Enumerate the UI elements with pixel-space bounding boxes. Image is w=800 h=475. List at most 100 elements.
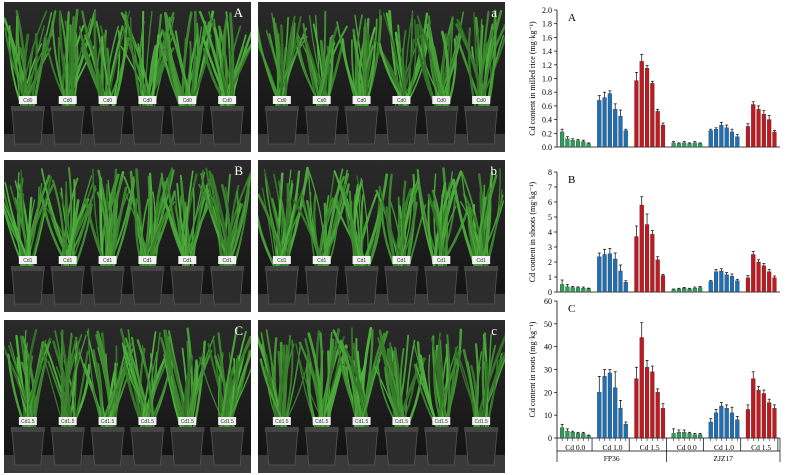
pot-tag <box>178 256 197 264</box>
bar <box>745 277 750 293</box>
pot-tag <box>98 96 117 104</box>
group-label: Cd 1.5 <box>751 443 771 452</box>
pot-tag-text: Cd1 <box>477 258 486 264</box>
pot-tag <box>18 256 37 264</box>
bar <box>581 433 586 439</box>
bar <box>597 256 602 293</box>
pot-tag-text: Cd0 <box>317 98 326 104</box>
bar <box>660 408 666 439</box>
pot-tag <box>138 256 157 264</box>
bar <box>618 116 623 148</box>
pot-rim <box>90 427 125 432</box>
photo-label: a <box>491 5 497 20</box>
bar <box>767 402 772 439</box>
bar <box>692 142 697 148</box>
y-tick-label: 30 <box>544 366 552 375</box>
pot-rim <box>210 106 245 111</box>
pot-rim <box>10 427 45 432</box>
bar <box>671 433 676 439</box>
group-label: Cd 0.0 <box>677 443 697 452</box>
photo-panel-C: Cd1.5 Cd1.5 Cd1.5 Cd1.5 Cd1.5 Cd1.5 C <box>4 320 251 473</box>
bar <box>751 378 756 439</box>
bar <box>597 100 602 148</box>
pot-tag-text: Cd0 <box>183 98 192 104</box>
y-tick-label: 1 <box>548 273 552 282</box>
pot-rim <box>344 427 379 432</box>
y-tick-label: 0.8 <box>542 88 552 97</box>
y-tick-label: 1.0 <box>542 75 552 84</box>
bar <box>676 143 681 148</box>
pot-rim <box>90 106 125 111</box>
pot-tag-text: Cd0 <box>477 98 486 104</box>
bar <box>682 142 687 148</box>
bar <box>698 287 703 293</box>
bar <box>618 408 623 439</box>
pot-tag <box>392 96 411 104</box>
bar <box>708 421 713 439</box>
bar <box>586 288 591 293</box>
pot-tag-text: Cd0 <box>23 98 32 104</box>
pot-tag-text: Cd0 <box>103 98 112 104</box>
pot-tag-text: Cd1 <box>103 258 112 264</box>
pot-rim <box>384 427 419 432</box>
bar <box>560 284 565 293</box>
pot-tag <box>472 96 491 104</box>
bar <box>623 424 628 439</box>
bar <box>575 433 581 439</box>
pot-tag <box>432 256 451 264</box>
bar <box>607 93 612 148</box>
bar <box>676 288 681 293</box>
rice-leaf <box>258 214 277 270</box>
cultivar-label: ZJZ17 <box>713 454 733 463</box>
photo-label: A <box>233 5 243 20</box>
y-tick-label: 20 <box>544 388 552 397</box>
pot-rim <box>10 266 45 271</box>
bar <box>692 434 697 439</box>
bar <box>607 253 612 293</box>
pot-tag <box>432 96 451 104</box>
pot-tag <box>18 417 37 425</box>
pot-tag <box>352 96 371 104</box>
pot-rim <box>424 106 459 111</box>
pot-tag <box>178 417 197 425</box>
pot-tag <box>472 417 491 425</box>
bar <box>761 265 766 293</box>
pot-tag-text: Cd1 <box>63 258 72 264</box>
pot-tag-text: Cd1 <box>277 258 286 264</box>
pot-tag <box>98 256 117 264</box>
photo-label: b <box>490 163 498 178</box>
pot-rim <box>50 427 85 432</box>
pot-tag <box>312 256 331 264</box>
pot-tag-text: Cd1 <box>397 258 406 264</box>
pot-tag <box>312 417 331 425</box>
y-tick-label: 0.6 <box>542 102 552 111</box>
pot-tag-text: Cd1 <box>23 258 32 264</box>
pot-tag-text: Cd0 <box>397 98 406 104</box>
bar <box>581 141 586 148</box>
pot-tag <box>272 417 291 425</box>
bar <box>735 280 740 293</box>
y-tick-label: 0 <box>548 288 552 297</box>
pot-tag-text: Cd1 <box>357 258 366 264</box>
bar <box>761 393 766 439</box>
pot-tag-text: Cd1.5 <box>181 419 195 425</box>
bar <box>613 258 618 293</box>
bar <box>724 408 729 439</box>
bar <box>756 109 761 148</box>
bar <box>560 131 565 148</box>
bar <box>682 288 687 293</box>
bar <box>772 131 777 148</box>
bar <box>650 83 655 148</box>
pot-tag-text: Cd0 <box>143 98 152 104</box>
bar <box>560 427 565 439</box>
bar <box>692 288 697 293</box>
pot-tag <box>138 96 157 104</box>
bar <box>671 142 676 148</box>
pot-rim <box>50 266 85 271</box>
group-label: Cd 1.0 <box>714 443 734 452</box>
pot-rim <box>210 266 245 271</box>
bar <box>676 432 681 439</box>
pot-tag <box>472 256 491 264</box>
pot-rim <box>130 427 165 432</box>
pot-rim <box>304 427 339 432</box>
